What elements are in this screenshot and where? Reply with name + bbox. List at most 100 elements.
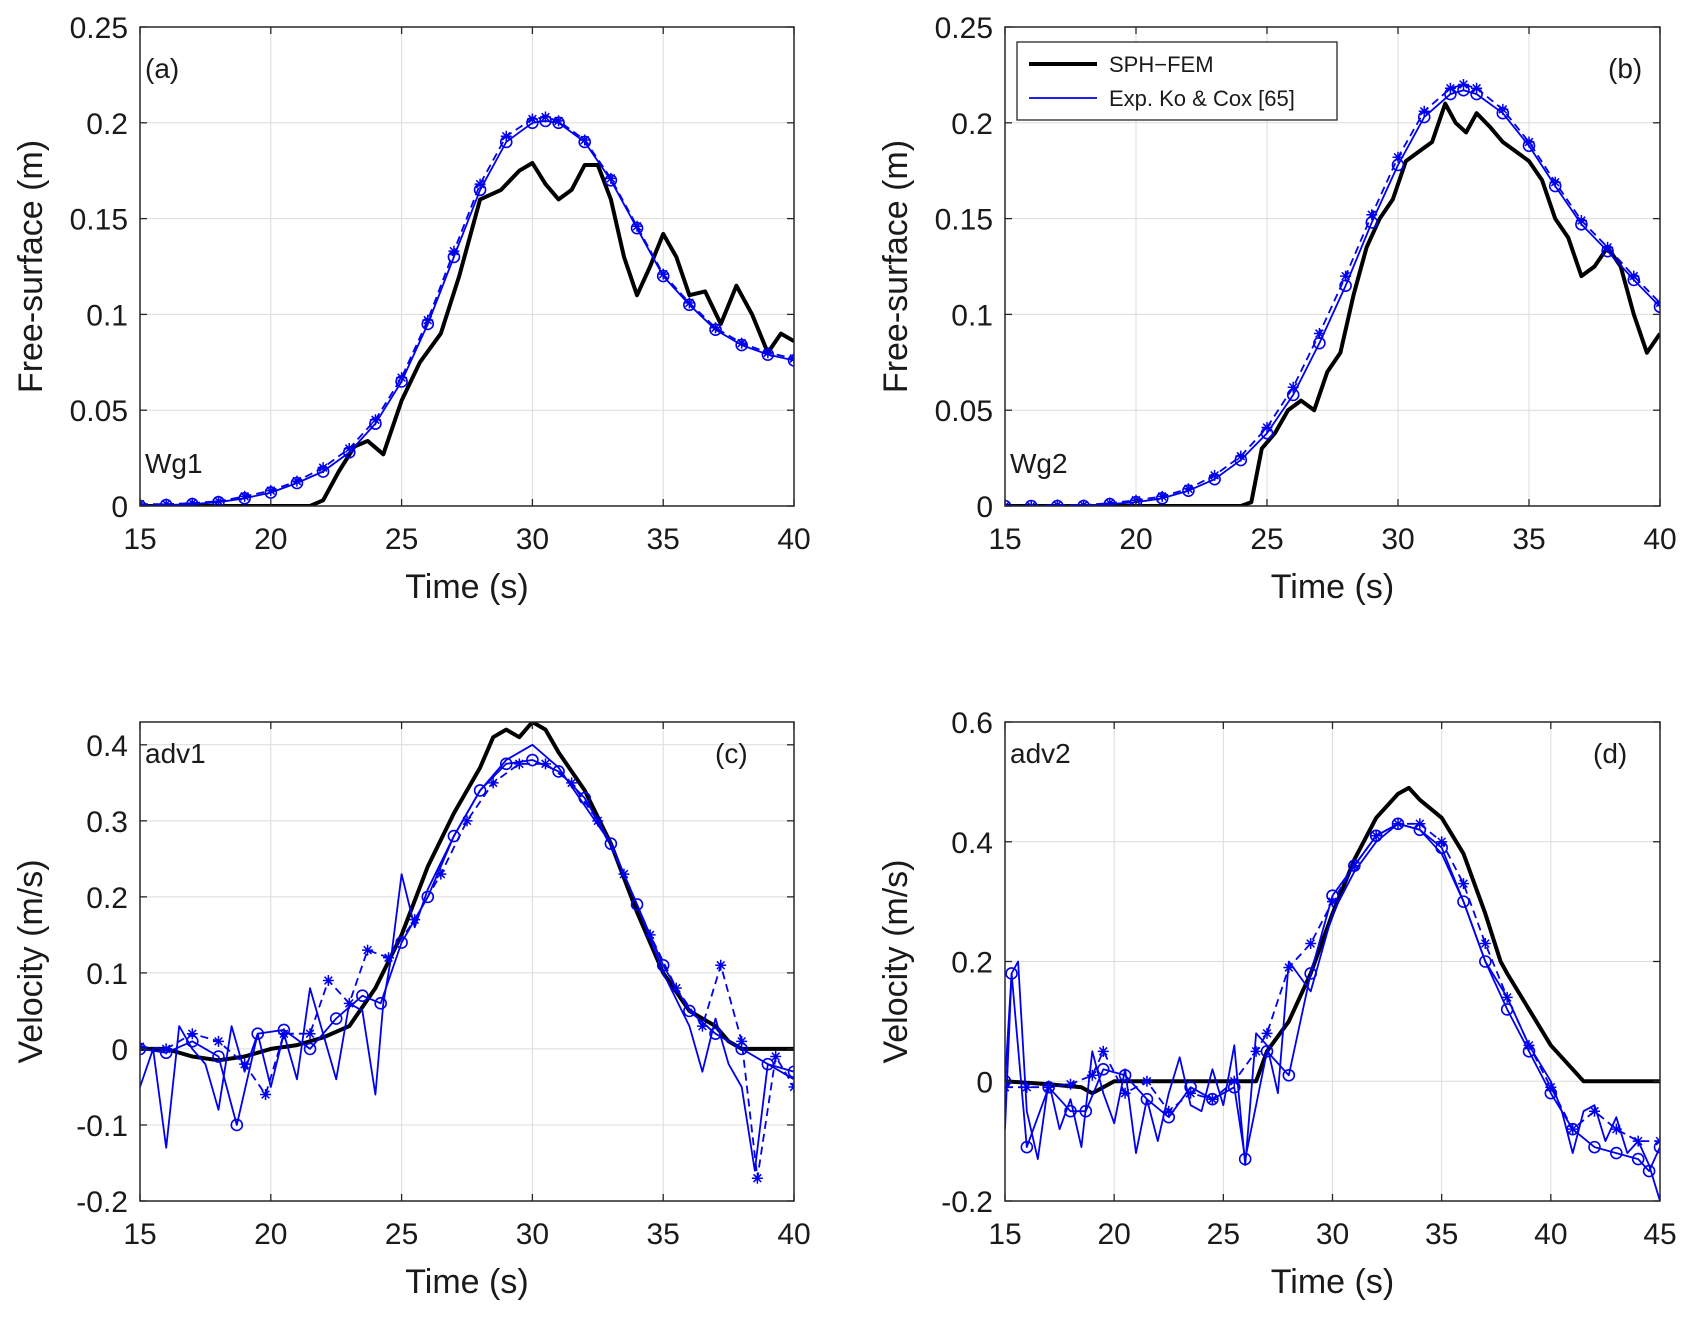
y-axis-label: Velocity (m/s) bbox=[12, 859, 50, 1063]
data-point-circle bbox=[1238, 1152, 1252, 1166]
x-tick-label: 25 bbox=[385, 523, 418, 556]
exp-series-line-star bbox=[140, 116, 794, 506]
sim-series-line bbox=[140, 161, 794, 506]
x-tick-label: 15 bbox=[123, 523, 156, 556]
data-point-star bbox=[1206, 1093, 1218, 1105]
legend-box bbox=[1016, 41, 1338, 121]
chart-panel-1: 15 20 25 30 35 40 0 0.05 0.1 0.15 0.2 0.25 Time (s) F… bbox=[12, 12, 811, 606]
data-point-star bbox=[1610, 1123, 1622, 1135]
data-point-star bbox=[1287, 381, 1299, 393]
y-tick-label: -0.1 bbox=[76, 1110, 128, 1143]
data-point-star bbox=[592, 815, 604, 827]
data-point-star bbox=[1283, 961, 1295, 973]
data-point-star bbox=[579, 134, 591, 146]
station-label: Wg1 bbox=[145, 448, 203, 479]
exp-series-line-none bbox=[1005, 822, 1660, 1201]
data-point-circle bbox=[1118, 1068, 1132, 1082]
y-tick-label: 0 bbox=[976, 1066, 993, 1099]
data-point-star bbox=[1523, 136, 1535, 148]
y-tick-label: 0.15 bbox=[935, 204, 993, 237]
data-point-circle bbox=[709, 1027, 722, 1041]
y-tick-label: -0.2 bbox=[941, 1186, 993, 1219]
data-point-star bbox=[1051, 499, 1063, 506]
data-point-star bbox=[1418, 105, 1430, 117]
data-point-star bbox=[1589, 1105, 1600, 1117]
data-point-star bbox=[160, 498, 172, 506]
data-point-star bbox=[1261, 1027, 1273, 1039]
data-point-star bbox=[526, 113, 538, 125]
data-point-star bbox=[278, 1028, 290, 1040]
x-axis-label: Time (s) bbox=[405, 568, 528, 606]
y-axis-label: Free-surface (m) bbox=[12, 140, 50, 393]
data-point-star bbox=[1156, 490, 1168, 502]
x-tick-label: 40 bbox=[1643, 523, 1676, 556]
data-point-circle bbox=[230, 1118, 244, 1132]
series-group bbox=[1005, 78, 1660, 506]
data-point-star bbox=[1313, 328, 1325, 340]
data-point-star bbox=[1209, 469, 1221, 481]
exp-series-line-circle bbox=[1005, 89, 1660, 506]
data-point-star bbox=[1567, 1123, 1579, 1135]
x-tick-label: 25 bbox=[385, 1218, 418, 1251]
exp-series-line-star bbox=[140, 762, 794, 1180]
data-point-circle bbox=[1479, 955, 1492, 968]
data-point-circle bbox=[1064, 1104, 1077, 1118]
data-point-circle bbox=[630, 898, 644, 911]
x-tick-label: 15 bbox=[988, 1218, 1021, 1251]
x-tick-label: 15 bbox=[988, 523, 1021, 556]
data-point-circle bbox=[1282, 1068, 1296, 1082]
x-tick-label: 20 bbox=[254, 1218, 287, 1251]
x-tick-label: 30 bbox=[1316, 1218, 1349, 1251]
data-point-star bbox=[448, 245, 460, 257]
sim-series-line bbox=[1005, 785, 1660, 1096]
panel-tag: (c) bbox=[715, 738, 748, 769]
data-point-star bbox=[715, 959, 727, 971]
data-point-star bbox=[422, 314, 434, 326]
data-point-star bbox=[1471, 82, 1483, 94]
exp-series-line-star bbox=[1005, 822, 1660, 1142]
legend-label: Exp. Ko & Cox [65] bbox=[1109, 86, 1295, 111]
y-tick-label: 0.25 bbox=[935, 12, 993, 45]
data-point-star bbox=[1250, 1045, 1262, 1057]
data-point-star bbox=[1228, 1075, 1240, 1087]
data-point-star bbox=[1261, 421, 1273, 433]
x-tick-label: 30 bbox=[516, 523, 549, 556]
data-point-star bbox=[1458, 78, 1469, 90]
exp-series-line-circle bbox=[140, 120, 794, 506]
x-axis-label: Time (s) bbox=[405, 1263, 528, 1301]
data-point-star bbox=[343, 997, 355, 1009]
y-tick-label: -0.2 bbox=[76, 1186, 128, 1219]
data-point-star bbox=[1340, 270, 1352, 282]
legend: SPH−FEM Exp. Ko & Cox [65] bbox=[1016, 41, 1338, 121]
y-tick-label: 0.2 bbox=[951, 947, 993, 980]
y-tick-label: 0.2 bbox=[86, 882, 128, 915]
data-point-star bbox=[1575, 215, 1587, 227]
y-tick-label: 0 bbox=[111, 1034, 128, 1067]
data-point-star bbox=[317, 462, 329, 474]
y-tick-label: 0.05 bbox=[935, 395, 993, 428]
data-point-star bbox=[1348, 860, 1360, 872]
series-group bbox=[140, 722, 794, 1184]
data-point-star bbox=[291, 475, 303, 487]
station-label: adv2 bbox=[1010, 738, 1071, 769]
y-tick-label: 0.2 bbox=[951, 108, 993, 141]
y-tick-label: 0.6 bbox=[951, 707, 993, 740]
data-point-star bbox=[736, 1035, 748, 1047]
x-tick-label: 35 bbox=[647, 523, 680, 556]
data-point-circle bbox=[578, 791, 592, 805]
data-point-star bbox=[1501, 991, 1513, 1003]
station-label: Wg2 bbox=[1010, 448, 1068, 479]
data-point-star bbox=[751, 1172, 763, 1184]
x-tick-label: 35 bbox=[1425, 1218, 1458, 1251]
y-tick-label: 0 bbox=[111, 491, 128, 524]
data-point-star bbox=[1523, 1039, 1535, 1051]
x-tick-label: 35 bbox=[647, 1218, 680, 1251]
data-point-circle bbox=[499, 757, 513, 771]
data-point-star bbox=[1185, 1087, 1197, 1099]
data-point-star bbox=[1104, 497, 1116, 506]
sim-series-line bbox=[1005, 101, 1660, 506]
data-point-star bbox=[474, 178, 486, 190]
data-point-star bbox=[186, 1028, 198, 1040]
data-point-star bbox=[369, 414, 381, 426]
axes-box bbox=[139, 26, 795, 507]
